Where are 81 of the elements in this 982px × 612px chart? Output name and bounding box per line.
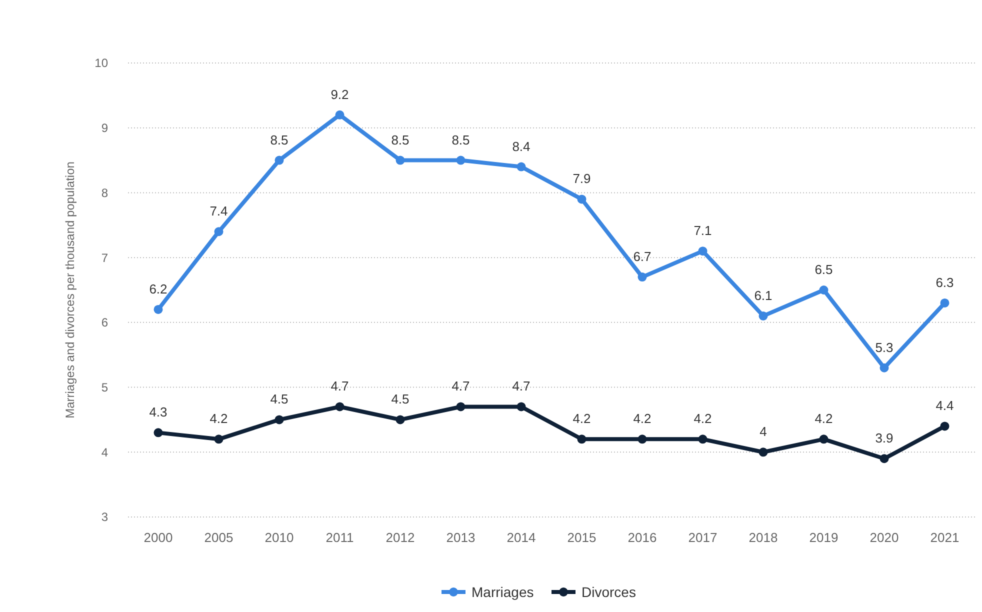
point (214, 227, 224, 236)
x-tick-label: 2010 (264, 530, 294, 545)
x-tick-label: 2021 (930, 530, 960, 545)
y-tick-label: 5 (101, 380, 108, 394)
data-label: 4.7 (452, 378, 470, 394)
point (154, 304, 163, 314)
y-tick-label: 3 (101, 510, 108, 524)
data-label: 9.2 (330, 86, 349, 102)
data-label: 4.2 (210, 411, 228, 426)
point (396, 415, 405, 424)
point (396, 156, 405, 165)
data-label: 4.2 (694, 411, 712, 426)
data-label: 4.2 (572, 411, 591, 426)
data-label: 3.9 (875, 430, 894, 446)
point (940, 422, 950, 431)
point (154, 428, 163, 438)
x-tick-label: 2019 (809, 530, 838, 545)
data-label: 8.5 (270, 132, 288, 148)
x-tick-label: 2013 (446, 530, 476, 545)
point (940, 298, 950, 308)
point (880, 454, 889, 464)
point (274, 156, 284, 165)
x-tick-label: 2012 (386, 530, 415, 545)
x-tick-label: 2016 (628, 530, 657, 545)
data-label: 6.2 (149, 281, 168, 296)
data-label: 8.5 (452, 132, 470, 148)
point (456, 156, 466, 165)
data-label: 6.5 (814, 262, 833, 277)
point (880, 363, 889, 372)
point (335, 110, 344, 120)
data-label: 4.3 (149, 404, 168, 420)
y-tick-label: 6 (101, 316, 108, 330)
data-label: 4.4 (936, 398, 954, 414)
data-label: 7.9 (572, 171, 591, 186)
point (274, 415, 284, 424)
y-tick-label: 7 (101, 250, 108, 265)
data-label: 4.7 (512, 378, 530, 394)
y-tick-label: 8 (101, 186, 108, 200)
point (638, 272, 647, 282)
data-label: 6.1 (754, 288, 772, 303)
x-tick-label: 2017 (688, 530, 718, 545)
point (577, 194, 586, 204)
data-label: 4 (760, 424, 767, 440)
point (638, 434, 647, 444)
point (698, 246, 708, 256)
point (214, 434, 224, 444)
data-label: 5.3 (875, 340, 894, 355)
data-label: 4.2 (814, 411, 833, 426)
point (335, 402, 344, 412)
x-tick-label: 2005 (204, 530, 234, 545)
data-label: 6.3 (936, 274, 954, 290)
data-label: 7.4 (210, 204, 228, 219)
data-label: 8.5 (391, 132, 410, 148)
y-tick-label: 10 (94, 56, 108, 70)
data-label: 4.5 (270, 392, 288, 407)
x-tick-label: 2015 (567, 530, 596, 545)
point (698, 434, 708, 444)
x-tick-label: 2020 (870, 530, 899, 545)
data-label: 4.7 (330, 378, 349, 394)
x-tick-label: 2018 (748, 530, 778, 545)
y-axis-title: Marriages and divorces per thousand population (63, 162, 77, 418)
y-tick-label: 4 (101, 445, 108, 460)
point (819, 286, 828, 294)
legend-label: Divorces (582, 584, 636, 600)
data-label: 8.4 (512, 138, 530, 154)
x-tick-label: 2011 (326, 530, 354, 545)
data-label: 4.2 (633, 411, 652, 426)
y-tick-label: 9 (101, 121, 108, 136)
point (456, 402, 466, 412)
point (819, 434, 828, 444)
x-tick-label: 2014 (506, 530, 536, 545)
x-tick-label: 2000 (144, 530, 173, 545)
point (516, 162, 526, 172)
legend-label: Marriages (472, 584, 534, 600)
data-label: 4.5 (391, 392, 410, 407)
data-label: 6.7 (633, 249, 652, 264)
data-label: 7.1 (694, 223, 712, 238)
point (758, 448, 768, 457)
point (516, 402, 526, 412)
point (758, 311, 768, 320)
point (577, 434, 586, 444)
